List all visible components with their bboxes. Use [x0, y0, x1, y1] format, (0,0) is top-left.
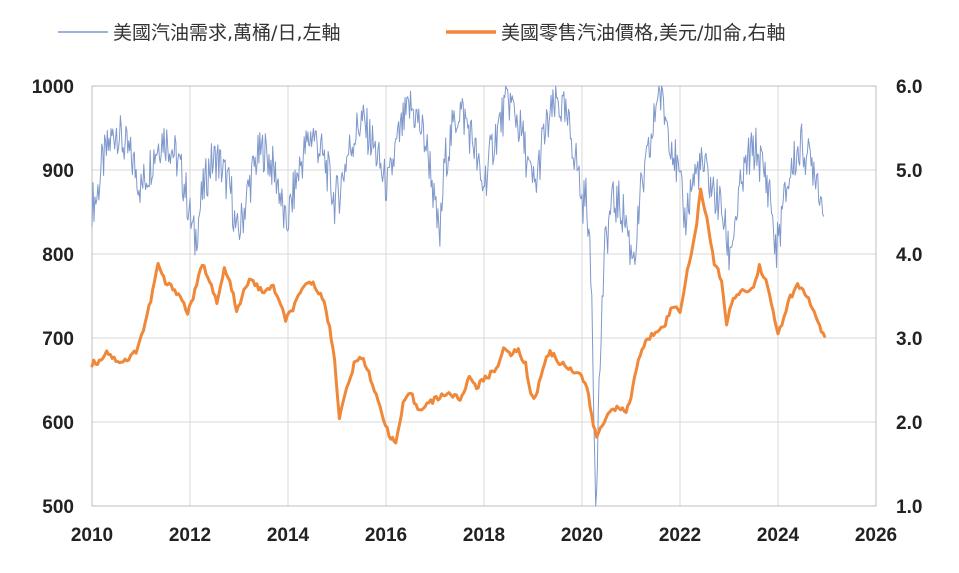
y-tick-label: 900: [42, 161, 74, 182]
y2-tick-label: 4.0: [896, 245, 922, 266]
x-tick-label: 2010: [71, 525, 113, 546]
series-line-demand: [91, 85, 825, 507]
x-tick-label: 2024: [757, 525, 800, 546]
series-layer: [90, 85, 827, 507]
x-tick-label: 2016: [365, 525, 407, 546]
y-tick-label: 600: [42, 413, 74, 434]
y-tick-label: 800: [42, 245, 74, 266]
x-tick-label: 2026: [855, 525, 897, 546]
y2-tick-label: 2.0: [896, 413, 922, 434]
axes: [91, 85, 877, 507]
legend-label-demand: 美國汽油需求,萬桶/日,左軸: [113, 22, 340, 44]
x-tick-label: 2014: [267, 525, 310, 546]
y2-tick-label: 5.0: [896, 161, 922, 182]
legend: 美國汽油需求,萬桶/日,左軸 美國零售汽油價格,美元/加侖,右軸: [58, 22, 785, 44]
x-tick-label: 2020: [561, 525, 603, 546]
grid-lines: [92, 86, 876, 506]
y2-tick-label: 6.0: [896, 77, 922, 98]
tick-labels: 1000 900 800 700 600 500 6.0 5.0 4.0 3.0 2.0 1.0 201…: [32, 77, 923, 546]
x-tick-label: 2022: [659, 525, 701, 546]
x-tick-label: 2018: [463, 525, 505, 546]
plot-frame: [91, 85, 877, 507]
x-tick-label: 2012: [169, 525, 211, 546]
y-tick-label: 500: [42, 497, 74, 518]
series-line-price: [90, 187, 827, 445]
y2-tick-label: 3.0: [896, 329, 922, 350]
legend-label-price: 美國零售汽油價格,美元/加侖,右軸: [501, 22, 785, 44]
y-tick-label: 1000: [32, 77, 74, 98]
y-tick-label: 700: [42, 329, 74, 350]
y2-tick-label: 1.0: [896, 497, 922, 518]
